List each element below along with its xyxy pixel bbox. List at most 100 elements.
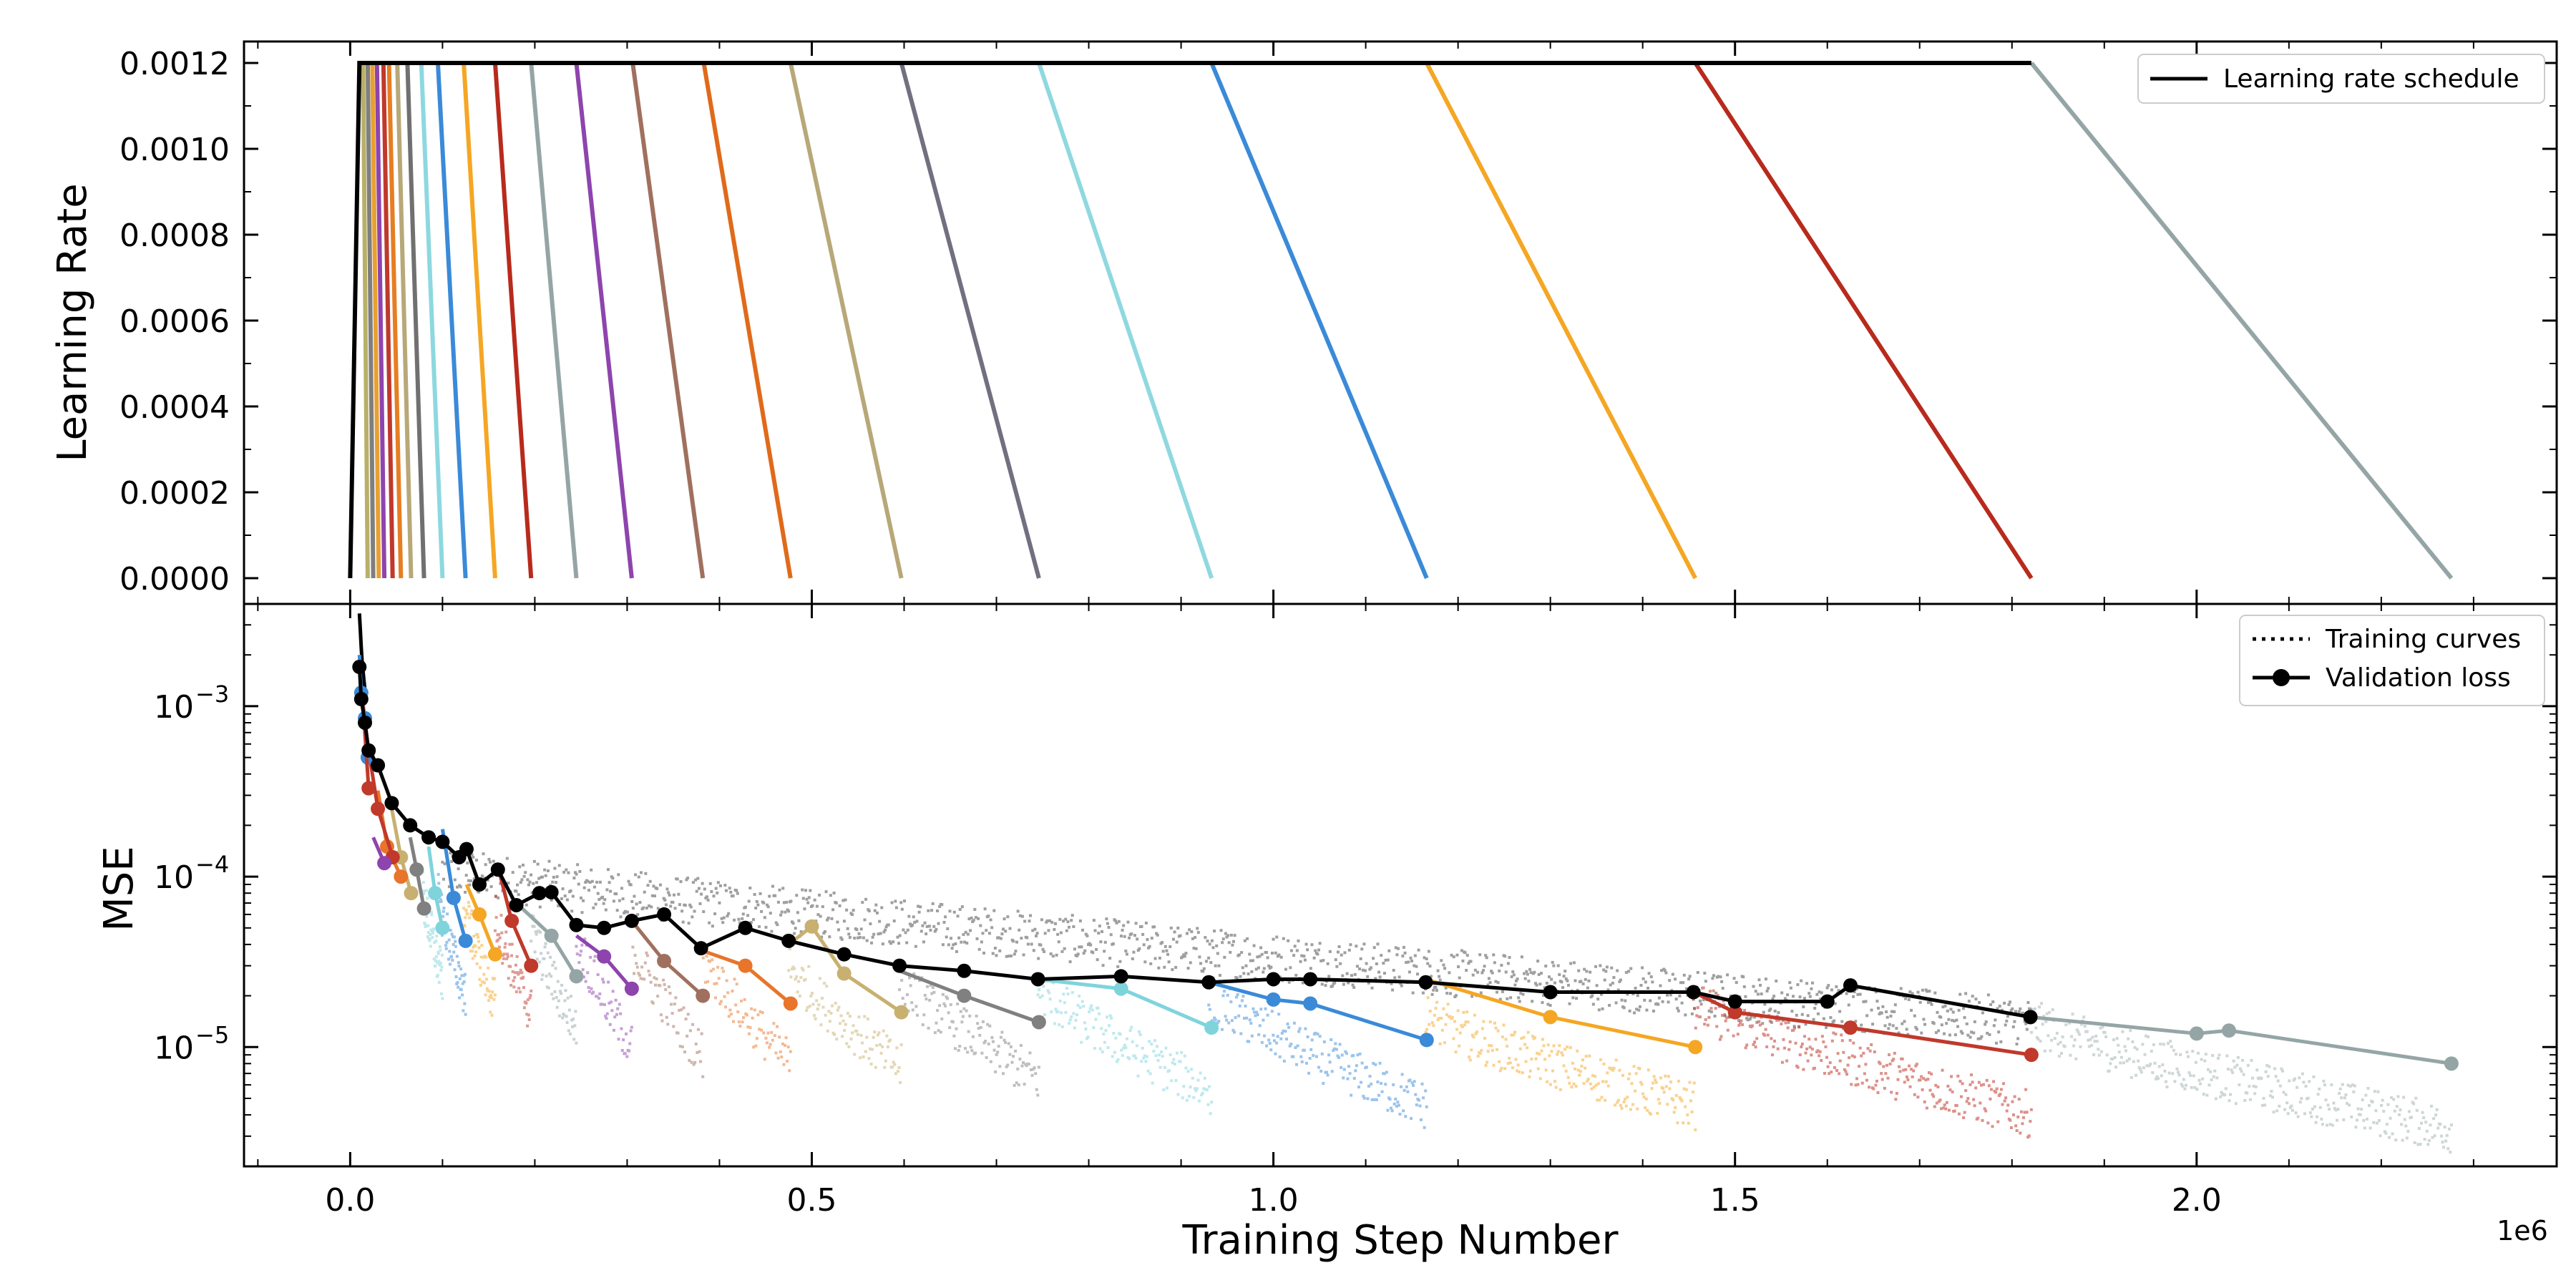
training-curve-point	[441, 877, 445, 881]
training-curve-point	[1188, 1095, 1191, 1098]
validation-main-marker	[1266, 972, 1281, 987]
training-curve-point	[1124, 1046, 1128, 1050]
training-curve-point	[2306, 1096, 2310, 1100]
training-curve-point	[625, 1032, 628, 1035]
training-curve-point	[1078, 919, 1082, 922]
training-curve-point	[1221, 994, 1225, 997]
training-curve-point	[543, 945, 547, 949]
training-curve-point	[2375, 1121, 2379, 1125]
training-curve-point	[1035, 935, 1038, 938]
training-curve-point	[1935, 1101, 1938, 1105]
training-curve-point	[1448, 992, 1452, 995]
training-curve-point	[1640, 1083, 1644, 1086]
training-curve-point	[810, 991, 814, 995]
training-curve-point	[1360, 1080, 1363, 1084]
training-curve-point	[2345, 1101, 2348, 1105]
training-curve-point	[1014, 1049, 1018, 1053]
training-curve-point	[1511, 1066, 1514, 1070]
training-curve-point	[586, 971, 590, 975]
training-curve-point	[555, 881, 558, 884]
training-curve-point	[1790, 1010, 1794, 1013]
training-curve-point	[671, 900, 675, 904]
training-curve-point	[674, 996, 678, 1000]
training-curve-point	[2039, 1039, 2042, 1043]
training-curve-point	[1413, 964, 1416, 967]
training-curve-point	[520, 878, 524, 882]
training-curve-point	[706, 980, 710, 983]
training-curve-point	[1346, 1077, 1350, 1080]
training-curve-point	[2333, 1106, 2336, 1110]
training-curve-point	[801, 888, 804, 892]
training-curve-point	[1190, 930, 1194, 934]
training-curve-point	[1944, 1107, 1948, 1111]
training-curve-point	[798, 994, 801, 997]
training-curve-point	[2021, 1116, 2025, 1119]
training-curve-point	[969, 929, 972, 932]
training-curve-point	[1860, 1023, 1863, 1027]
training-curve-point	[1428, 1023, 1431, 1026]
training-curve-point	[1068, 925, 1071, 929]
training-curve-point	[1837, 989, 1840, 992]
training-curve-point	[1619, 978, 1622, 982]
training-curve-point	[2073, 1038, 2077, 1042]
training-curve-point	[1306, 1035, 1309, 1039]
training-curve-point	[1518, 1000, 1521, 1003]
training-curve-point	[1606, 988, 1610, 992]
training-curve-point	[1723, 1014, 1727, 1018]
training-curve-point	[1056, 932, 1060, 936]
training-curve-point	[1798, 995, 1802, 999]
training-curve-point	[505, 952, 509, 956]
bottom-y-axis-title: MSE	[96, 846, 142, 931]
training-curve-point	[1802, 1068, 1805, 1071]
training-curve-point	[1031, 929, 1035, 932]
training-curve-point	[1614, 1058, 1618, 1062]
training-curve-point	[943, 1004, 947, 1008]
training-curve-point	[1287, 939, 1290, 942]
training-curve-point	[575, 952, 579, 956]
training-curve-point	[1880, 1011, 1883, 1015]
training-curve-point	[504, 942, 507, 945]
training-curve-point	[489, 994, 492, 997]
training-curve-point	[476, 933, 479, 937]
training-curve-point	[1742, 975, 1745, 979]
training-curve-point	[1023, 1083, 1026, 1086]
validation-branch-marker	[1843, 1020, 1858, 1035]
training-curve-point	[2245, 1091, 2249, 1095]
training-curve-point	[1584, 977, 1587, 981]
training-curve-point	[2099, 1050, 2103, 1053]
training-curve-point	[452, 935, 456, 939]
training-curve-point	[836, 1008, 839, 1012]
training-curve-point	[1009, 1045, 1013, 1048]
validation-branch-marker	[1113, 981, 1128, 996]
training-curve-point	[2094, 1034, 2098, 1038]
training-curve-point	[1446, 1002, 1450, 1006]
training-curve-point	[1513, 1030, 1517, 1034]
training-curve-point	[1684, 1013, 1687, 1017]
training-curve-point	[1604, 1080, 1608, 1083]
training-curve-point	[1248, 952, 1252, 956]
training-curve-point	[1278, 1055, 1282, 1059]
training-curve-point	[577, 961, 581, 965]
training-curve-point	[1043, 1013, 1046, 1017]
training-curve-point	[2420, 1121, 2424, 1125]
training-curve-point	[424, 924, 427, 928]
training-curve-point	[926, 985, 930, 988]
training-curve-point	[1235, 995, 1239, 999]
training-curve-point	[877, 932, 880, 936]
training-curve-point	[668, 893, 671, 897]
training-curve-point	[964, 1047, 967, 1050]
training-curve-point	[506, 955, 509, 958]
training-curve-point	[958, 1045, 962, 1048]
training-curve-point	[1770, 1020, 1773, 1024]
training-curve-point	[913, 920, 917, 924]
training-curve-point	[1964, 1089, 1968, 1093]
training-curve-point	[1542, 994, 1546, 997]
validation-branch-marker	[394, 869, 409, 884]
training-curve-point	[940, 1017, 944, 1020]
training-curve-point	[2441, 1141, 2444, 1144]
training-curve-point	[2243, 1098, 2247, 1102]
training-curve-point	[688, 1029, 692, 1033]
training-curve-point	[1115, 921, 1118, 924]
training-curve-point	[1347, 1065, 1351, 1068]
training-curve-point	[1262, 967, 1266, 970]
